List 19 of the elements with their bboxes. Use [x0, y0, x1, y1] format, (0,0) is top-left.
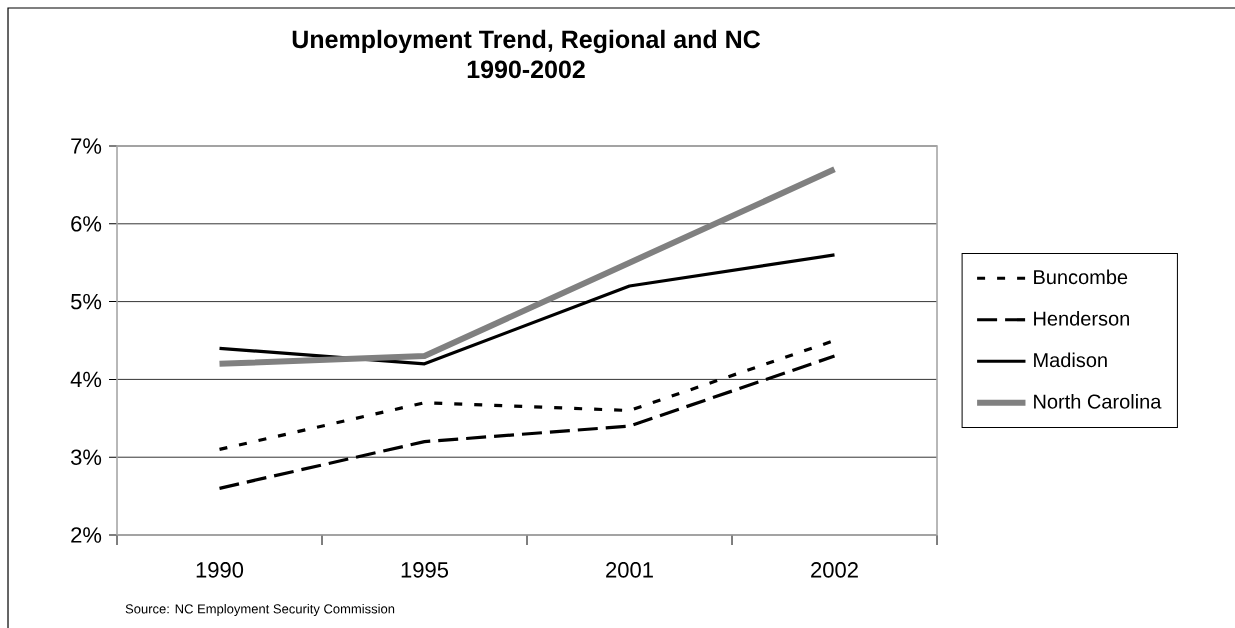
y-tick-label: 7%	[71, 138, 102, 154]
chart-subtitle: 1990-2002	[467, 60, 585, 79]
legend-label: Madison	[1034, 352, 1107, 368]
y-tick-label: 3%	[70, 449, 102, 465]
legend-label: North Carolina	[1034, 393, 1162, 409]
source-note: Source: NC Employment Security Commission	[125, 603, 395, 617]
x-tick-label: 2001	[606, 562, 653, 578]
line-series	[217, 354, 837, 490]
line-series	[217, 253, 837, 366]
x-tick-label: 1990	[196, 562, 244, 578]
chart-title: Unemployment Trend, Regional and NC	[292, 29, 761, 54]
y-tick-label: 2%	[71, 527, 102, 543]
x-tick-label: 2002	[811, 562, 858, 578]
y-tick-label: 4%	[70, 371, 102, 388]
legend-label: Buncombe	[1034, 269, 1128, 285]
x-tick-label: 1995	[401, 562, 449, 578]
legend-label: Henderson	[1034, 311, 1129, 326]
y-tick-label: 6%	[71, 216, 102, 232]
y-tick-label: 5%	[71, 293, 102, 310]
